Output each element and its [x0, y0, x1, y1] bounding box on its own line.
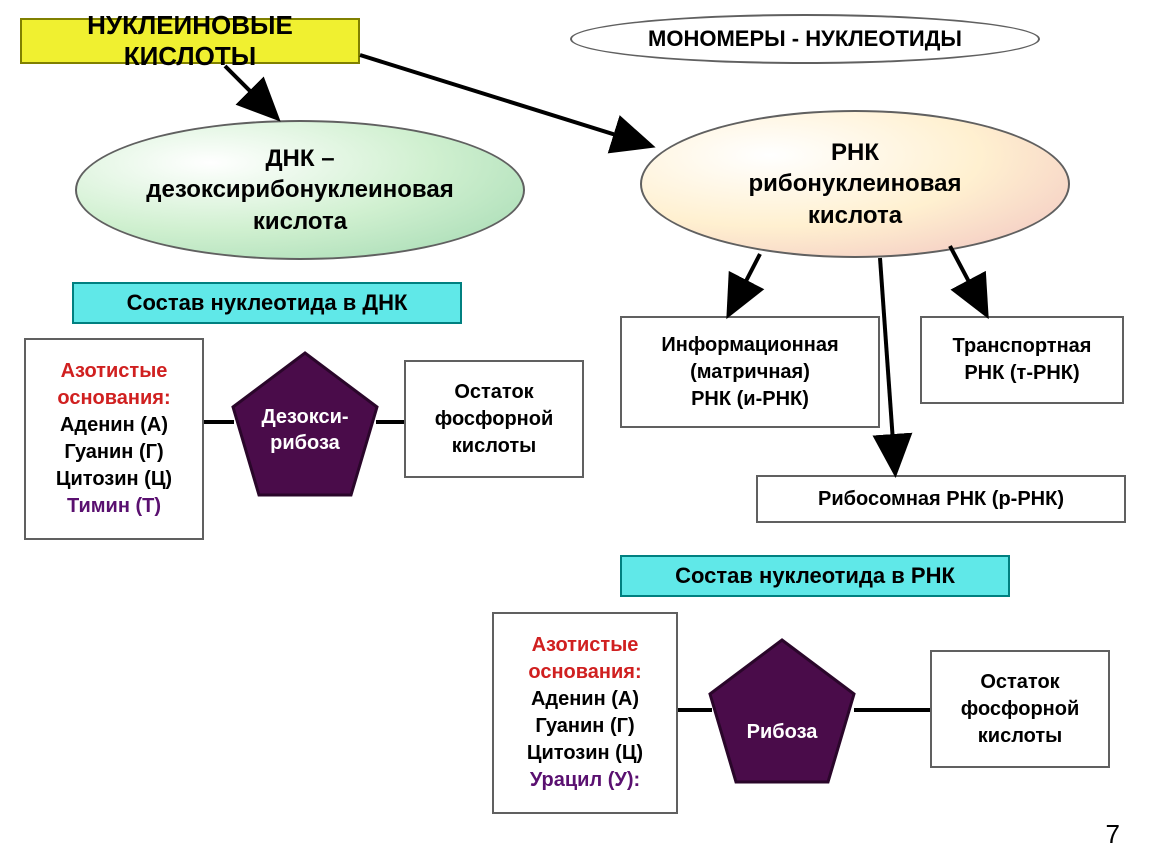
rna-bases-header2: основания:	[528, 659, 641, 686]
dna-composition-text: Состав нуклеотида в ДНК	[127, 290, 408, 316]
dna-bases-box: Азотистые основания: Аденин (А) Гуанин (…	[24, 338, 204, 540]
dna-pentagon: Дезокси- рибоза	[225, 365, 385, 495]
rna-composition-text: Состав нуклеотида в РНК	[675, 563, 955, 589]
dna-phosphate-line3: кислоты	[452, 433, 536, 460]
rna-ellipse-line2: рибонуклеиновая	[748, 168, 961, 199]
rna-info-box: Информационная (матричная) РНК (и-РНК)	[620, 316, 880, 428]
monomers-text: МОНОМЕРЫ - НУКЛЕОТИДЫ	[648, 26, 962, 52]
rna-phosphate-box: Остаток фосфорной кислоты	[930, 650, 1110, 768]
rna-pentagon-text: Рибоза	[747, 721, 818, 744]
dna-ellipse-line2: дезоксирибонуклеиновая	[146, 174, 453, 205]
main-title: НУКЛЕИНОВЫЕ КИСЛОТЫ	[20, 18, 360, 64]
rna-bases-header1: Азотистые	[532, 632, 639, 659]
dna-pentagon-line1: Дезокси-	[261, 404, 348, 430]
rna-ellipse: РНК рибонуклеиновая кислота	[640, 110, 1070, 258]
rna-info-line3: РНК (и-РНК)	[691, 386, 809, 413]
dna-composition-title: Состав нуклеотида в ДНК	[72, 282, 462, 324]
rna-phosphate-line2: фосфорной	[961, 696, 1080, 723]
rna-pentagon: Рибоза	[702, 672, 862, 792]
dna-base-1: Аденин (А)	[60, 412, 168, 439]
monomers-ellipse: МОНОМЕРЫ - НУКЛЕОТИДЫ	[570, 14, 1040, 64]
rna-base-3: Цитозин (Ц)	[527, 740, 643, 767]
dna-ellipse: ДНК – дезоксирибонуклеиновая кислота	[75, 120, 525, 260]
main-title-text: НУКЛЕИНОВЫЕ КИСЛОТЫ	[22, 10, 358, 72]
dna-phosphate-line2: фосфорной	[435, 406, 554, 433]
dna-ellipse-line1: ДНК –	[146, 143, 453, 174]
rna-phosphate-line3: кислоты	[978, 723, 1062, 750]
rna-phosphate-line1: Остаток	[980, 669, 1059, 696]
rna-transport-line2: РНК (т-РНК)	[964, 360, 1079, 387]
dna-ellipse-line3: кислота	[146, 206, 453, 237]
page-number-text: 7	[1106, 819, 1120, 849]
dna-pentagon-line2: рибоза	[261, 430, 348, 456]
rna-ribosomal-text: Рибосомная РНК (р-РНК)	[818, 488, 1064, 511]
dna-phosphate-box: Остаток фосфорной кислоты	[404, 360, 584, 478]
dna-base-2: Гуанин (Г)	[64, 439, 163, 466]
rna-ribosomal-box: Рибосомная РНК (р-РНК)	[756, 475, 1126, 523]
rna-ellipse-line3: кислота	[748, 200, 961, 231]
page-number: 7	[1106, 819, 1120, 850]
dna-bases-header2: основания:	[57, 385, 170, 412]
dna-base-3: Цитозин (Ц)	[56, 466, 172, 493]
rna-ellipse-line1: РНК	[748, 137, 961, 168]
dna-base-4: Тимин (Т)	[67, 493, 161, 520]
dna-phosphate-line1: Остаток	[454, 379, 533, 406]
rna-transport-box: Транспортная РНК (т-РНК)	[920, 316, 1124, 404]
dna-bases-header1: Азотистые	[61, 358, 168, 385]
rna-transport-line1: Транспортная	[953, 333, 1092, 360]
rna-base-2: Гуанин (Г)	[535, 713, 634, 740]
rna-bases-box: Азотистые основания: Аденин (А) Гуанин (…	[492, 612, 678, 814]
rna-info-line2: (матричная)	[690, 359, 810, 386]
rna-info-line1: Информационная	[661, 332, 838, 359]
rna-base-1: Аденин (А)	[531, 686, 639, 713]
rna-composition-title: Состав нуклеотида в РНК	[620, 555, 1010, 597]
rna-base-4: Урацил (У):	[530, 767, 640, 794]
